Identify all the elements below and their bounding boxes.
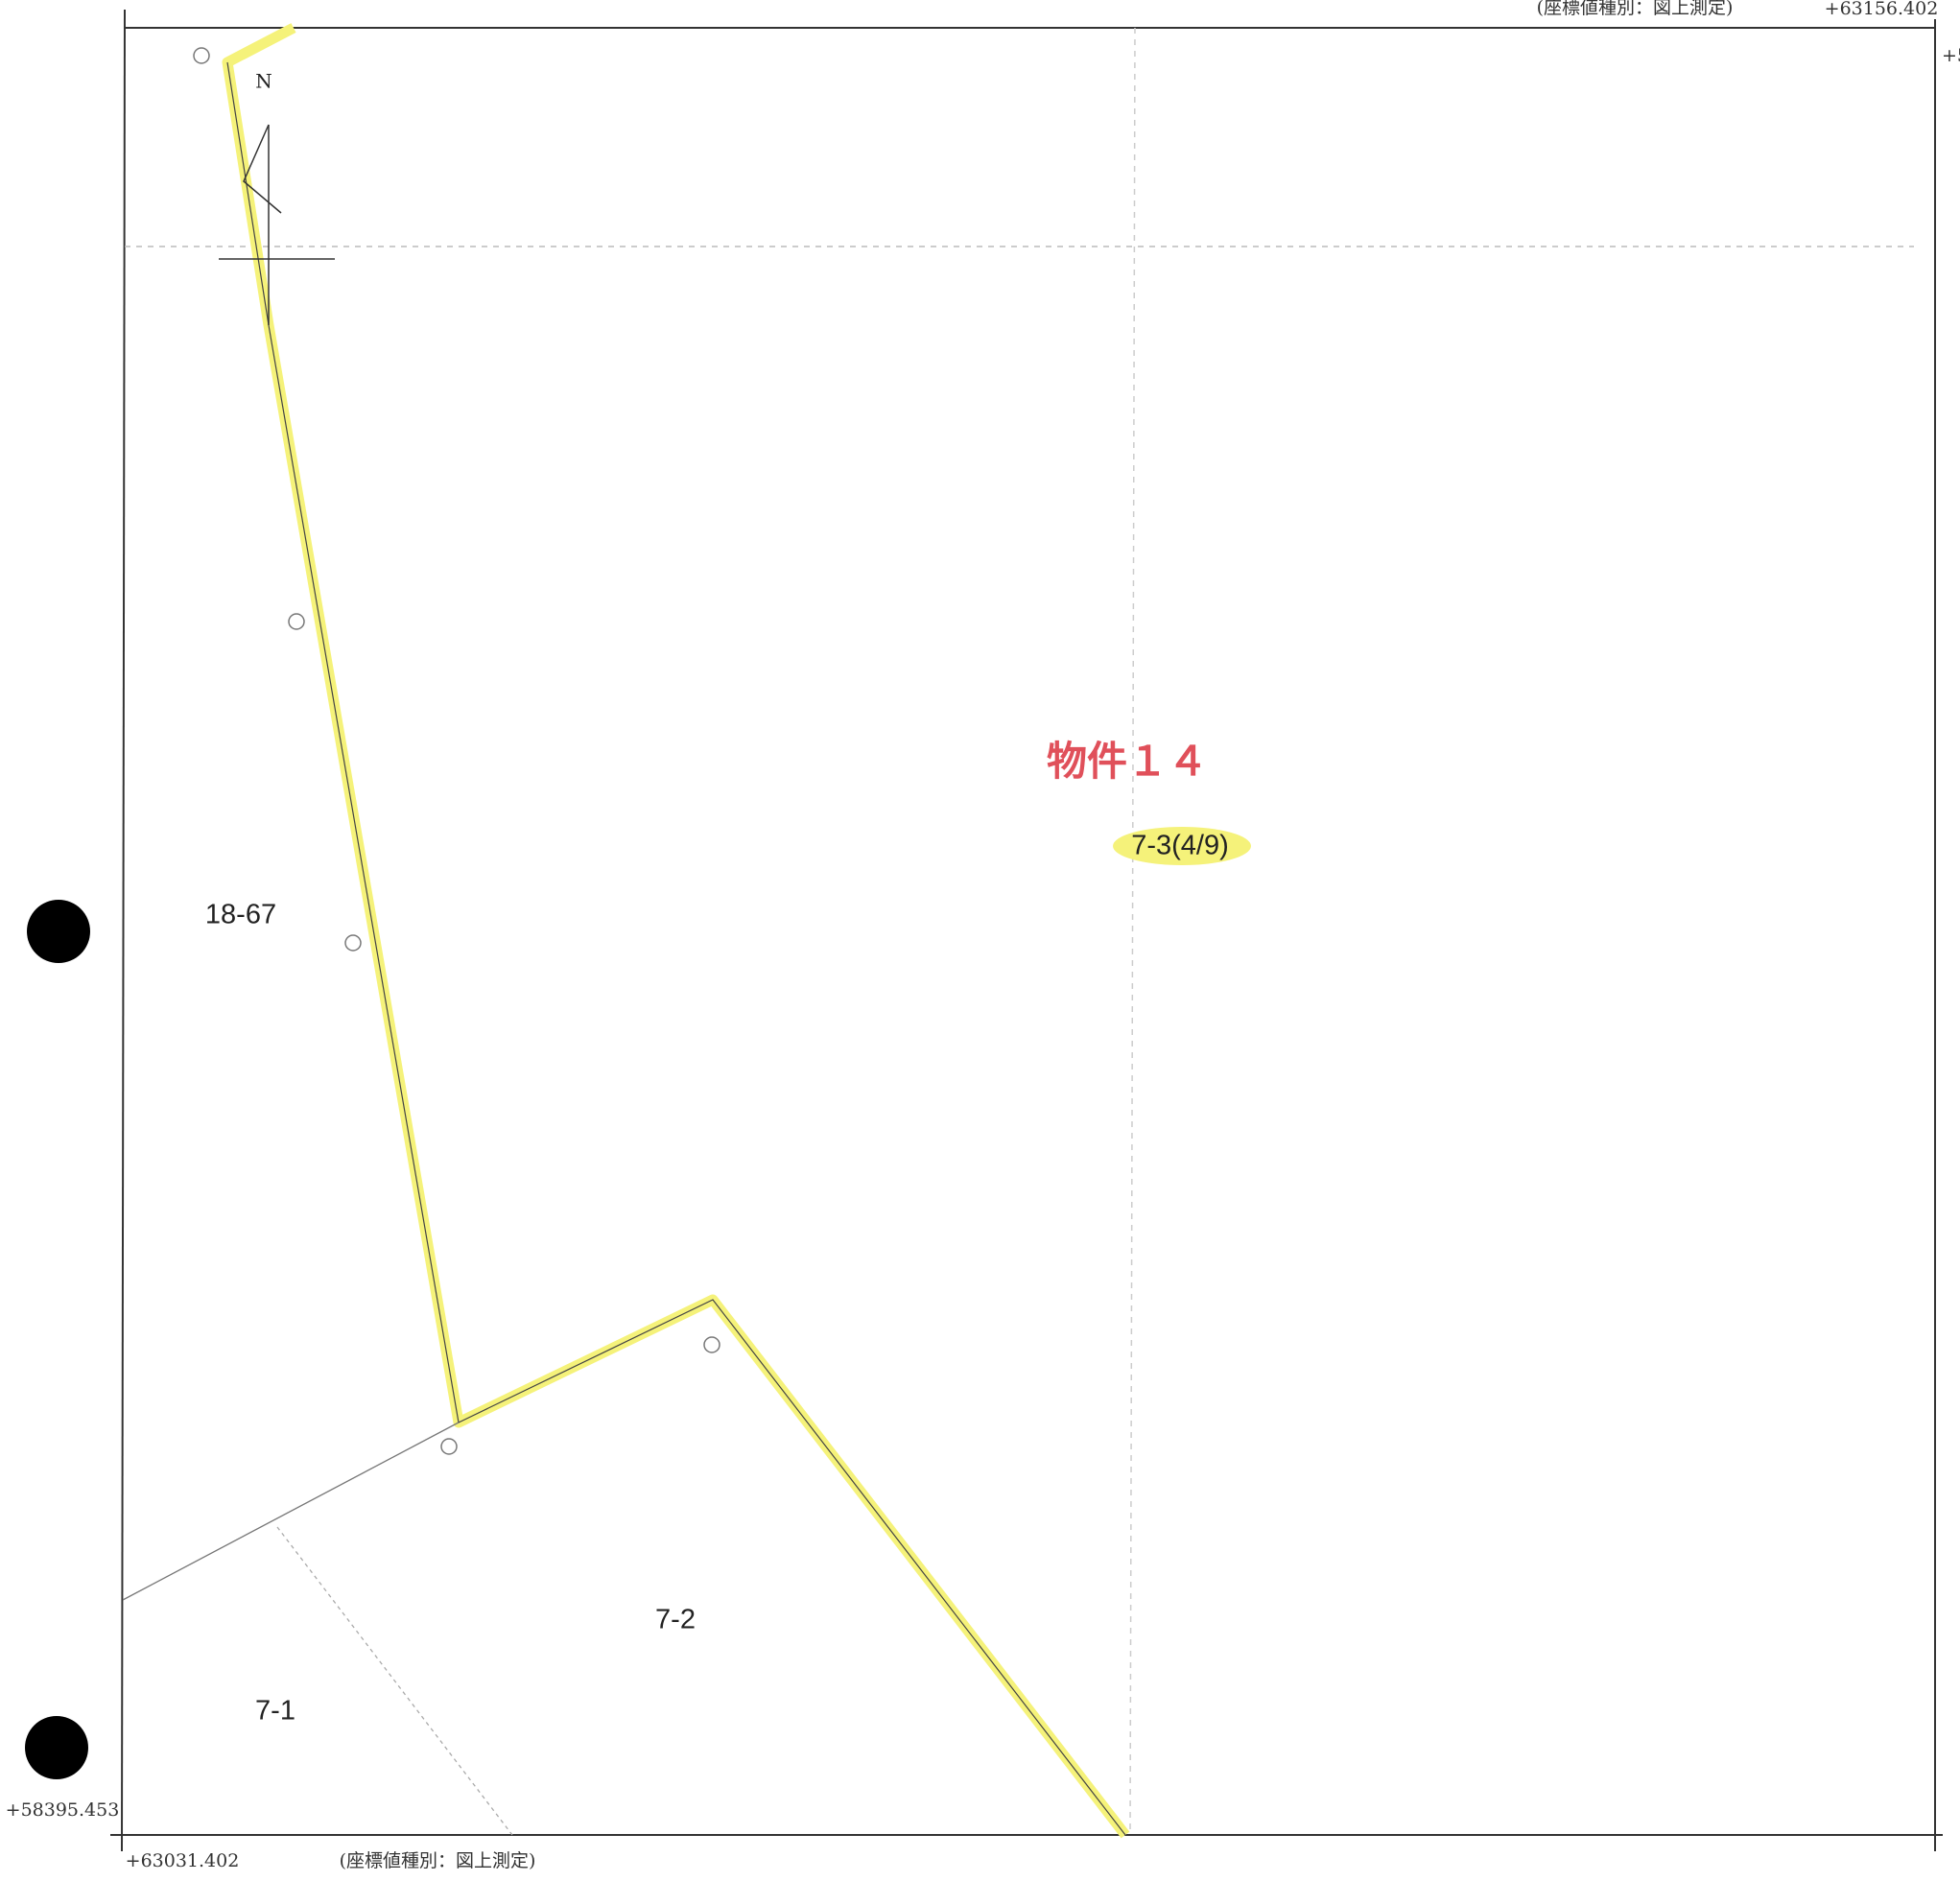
property-boundary: [222, 23, 1130, 1839]
property-title: 物件１４: [1047, 738, 1208, 785]
boundary-marker: [440, 1438, 458, 1455]
parcel-line: [226, 61, 1126, 1836]
parcel-label: 7-2: [655, 1605, 696, 1635]
boundary-marker: [193, 47, 210, 64]
coordinate-type: (座標値種別：図上測定): [340, 1850, 536, 1871]
coordinate: +63031.402: [126, 1850, 240, 1871]
coordinate: +58395.453: [6, 1799, 120, 1821]
coordinate: +5: [1942, 45, 1960, 66]
grid-line: [1129, 27, 1136, 1836]
parcel-line: [276, 1526, 513, 1836]
north-arrow: [243, 124, 282, 214]
coordinate-type: (座標値種別：図上測定): [1537, 0, 1734, 18]
parcel-label: 7-1: [255, 1696, 295, 1727]
parcel-line: [122, 1422, 460, 1601]
boundary-marker: [344, 934, 362, 952]
punch-hole: [25, 1716, 88, 1779]
boundary-marker: [703, 1336, 720, 1353]
parcel-label: 18-67: [205, 900, 276, 930]
boundary-marker: [288, 613, 305, 630]
punch-hole: [27, 900, 90, 963]
highlight: [1113, 827, 1251, 865]
coordinate: +63156.402: [1825, 0, 1939, 19]
north-label: N: [255, 70, 272, 93]
frame-line: [121, 9, 126, 1852]
parcel-label: 7-3(4/9): [1131, 831, 1229, 861]
